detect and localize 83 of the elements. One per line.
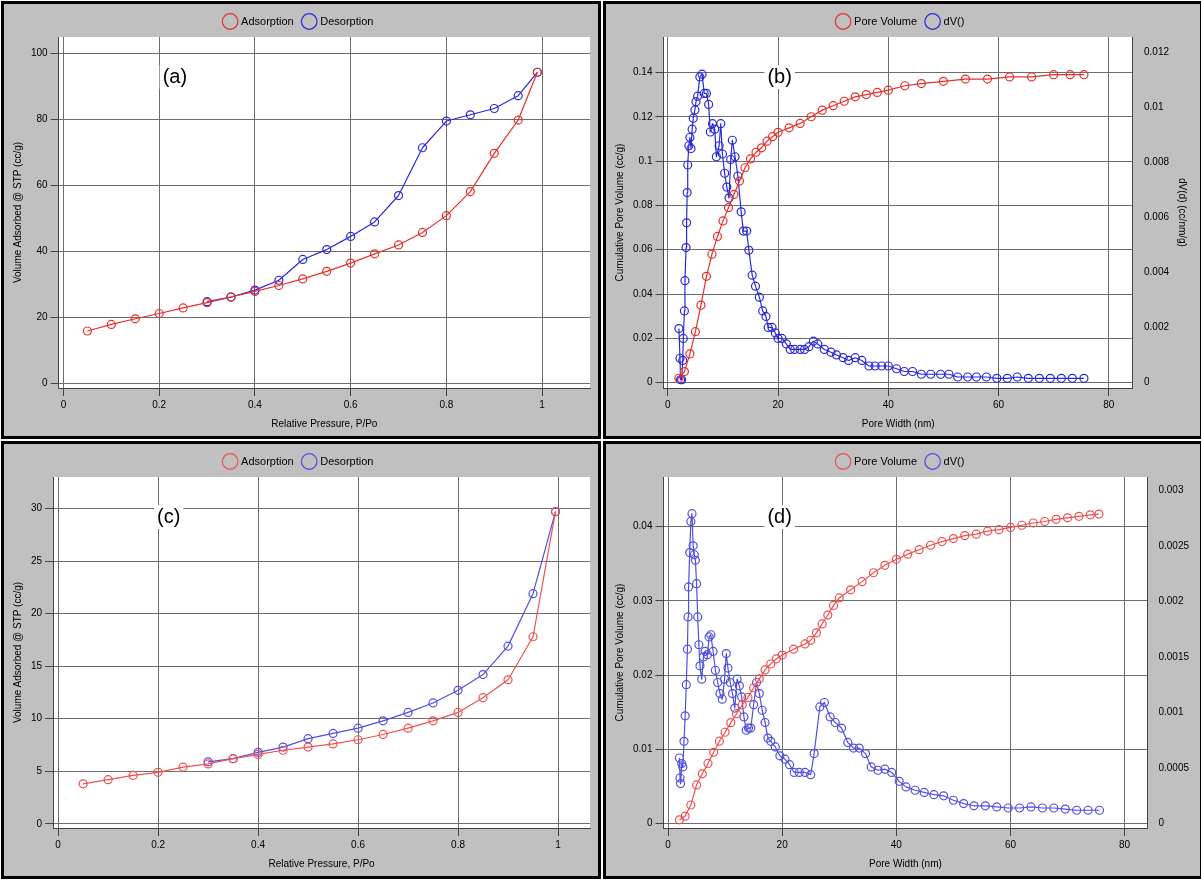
x-tick-label: 0.8 <box>451 838 466 850</box>
y-tick-label: 0.04 <box>632 287 653 299</box>
legend-label: Pore Volume <box>854 14 918 27</box>
x-tick-label: 0 <box>665 398 672 410</box>
y-axis-title: Volume Adsorbed @ STP (cc/g) <box>11 141 23 284</box>
y2-tick-label: 0.0005 <box>1158 761 1190 773</box>
legend-label: Pore Volume <box>854 454 918 467</box>
y-tick-label: 20 <box>31 607 43 619</box>
x-tick-label: 0.6 <box>351 838 366 850</box>
y2-tick-label: 0.0015 <box>1158 650 1190 662</box>
x-tick-label: 0.2 <box>152 398 167 410</box>
x-tick-label: 60 <box>992 398 1005 410</box>
y-tick-label: 0.12 <box>632 110 653 122</box>
x-axis-title: Pore Width (nm) <box>869 857 942 869</box>
annotation: (b) <box>767 64 792 87</box>
y-tick-label: 0 <box>646 376 653 388</box>
y-tick-label: 0.03 <box>632 594 653 606</box>
x-tick-label: 0 <box>60 398 67 410</box>
y2-tick-label: 0 <box>1143 376 1150 388</box>
y-tick-label: 0.08 <box>632 199 653 211</box>
y2-tick-label: 0.001 <box>1158 706 1184 718</box>
legend-label: Adsorption <box>241 454 294 467</box>
y2-tick-label: 0.008 <box>1143 156 1170 168</box>
legend-label: Adsorption <box>241 14 294 27</box>
y-tick-label: 0 <box>42 376 49 388</box>
y-tick-label: 0.1 <box>638 154 653 166</box>
y-axis-title: Volume Adsorbed @ STP (cc/g) <box>11 581 23 724</box>
x-tick-label: 0 <box>55 838 62 850</box>
y2-tick-label: 0.002 <box>1143 321 1170 333</box>
x-tick-label: 80 <box>1103 398 1115 410</box>
x-tick-label: 80 <box>1119 838 1131 850</box>
x-tick-label: 0.2 <box>151 838 166 850</box>
y2-tick-label: 0.002 <box>1158 595 1184 607</box>
x-tick-label: 1 <box>539 398 546 410</box>
y-tick-label: 0.02 <box>632 332 653 344</box>
x-tick-label: 0.8 <box>439 398 454 410</box>
y-axis-title: Cumulative Pore Volume (cc/g) <box>613 583 625 722</box>
y-tick-label: 20 <box>36 310 49 322</box>
x-tick-label: 0 <box>665 838 672 850</box>
x-tick-label: 40 <box>890 838 903 850</box>
annotation: (d) <box>767 504 792 527</box>
x-tick-label: 40 <box>882 398 895 410</box>
legend-label: dV() <box>943 14 965 27</box>
y2-tick-label: 0.006 <box>1143 211 1170 223</box>
y-tick-label: 0.01 <box>632 743 653 755</box>
y-tick-label: 100 <box>31 47 49 59</box>
x-tick-label: 0.6 <box>343 398 359 410</box>
y-tick-label: 15 <box>31 659 43 671</box>
y-tick-label: 10 <box>31 712 43 724</box>
y-tick-label: 5 <box>36 765 43 776</box>
y-tick-label: 0.04 <box>632 520 653 532</box>
y-tick-label: 0.02 <box>632 668 653 680</box>
legend-label: Desorption <box>320 14 374 27</box>
y2-tick-label: 0 <box>1158 817 1165 829</box>
y2-axis-title: dV(d) (cc/nm/g) <box>1177 178 1189 247</box>
x-tick-label: 20 <box>776 838 789 850</box>
x-axis-title: Relative Pressure, P/Po <box>268 857 376 869</box>
y-tick-label: 0.14 <box>632 66 653 78</box>
y-axis-title: Cumulative Pore Volume (cc/g) <box>613 143 625 282</box>
x-tick-label: 20 <box>772 398 785 410</box>
annotation: (a) <box>162 64 188 87</box>
y-tick-label: 30 <box>31 502 43 514</box>
x-axis-title: Relative Pressure, P/Po <box>271 417 378 429</box>
x-tick-label: 0.4 <box>251 838 266 850</box>
x-tick-label: 0.4 <box>247 398 263 410</box>
y2-tick-label: 0.01 <box>1143 100 1164 112</box>
y-tick-label: 0 <box>36 817 43 829</box>
y-tick-label: 80 <box>36 113 49 125</box>
legend-label: Desorption <box>320 454 374 467</box>
y2-tick-label: 0.004 <box>1143 266 1170 278</box>
y-tick-label: 0.06 <box>632 243 653 255</box>
x-axis-title: Pore Width (nm) <box>861 417 935 429</box>
y-tick-label: 60 <box>36 179 49 191</box>
x-tick-label: 1 <box>555 838 562 850</box>
annotation: (c) <box>157 504 181 527</box>
y2-tick-label: 0.003 <box>1158 484 1184 496</box>
y2-tick-label: 0.012 <box>1143 45 1170 57</box>
y-tick-label: 40 <box>36 244 49 256</box>
x-tick-label: 60 <box>1004 838 1017 850</box>
y-tick-label: 0 <box>646 817 653 829</box>
y2-tick-label: 0.0025 <box>1158 539 1190 551</box>
y-tick-label: 25 <box>31 554 43 566</box>
legend-label: dV() <box>943 454 965 467</box>
